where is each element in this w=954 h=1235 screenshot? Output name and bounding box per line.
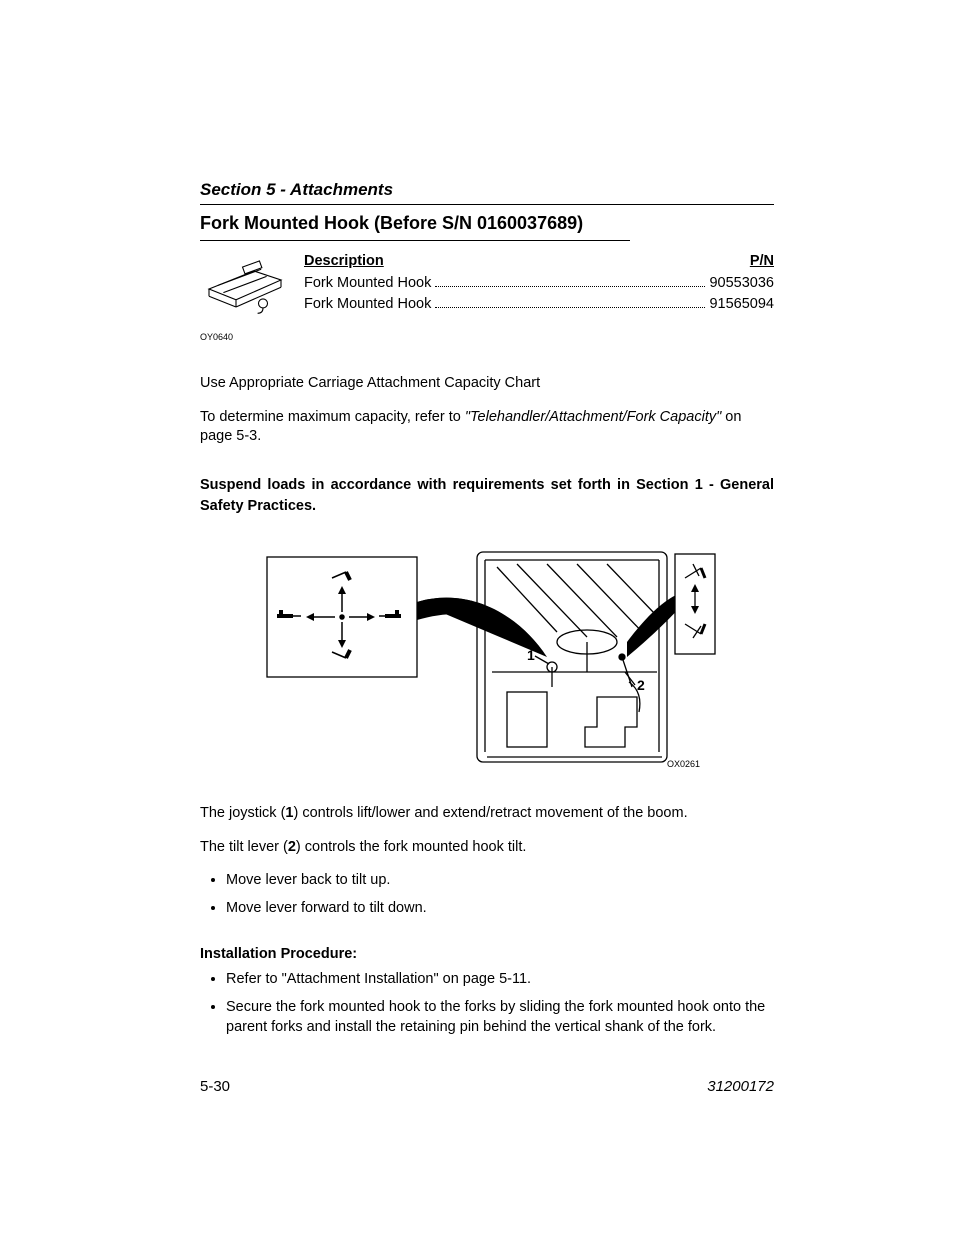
reference-italic: "Telehandler/Attachment/Fork Capacity" [465,409,721,425]
callout-number: 1 [285,805,293,821]
capacity-chart-note: Use Appropriate Carriage Attachment Capa… [200,374,774,394]
section-header: Section 5 - Attachments [200,180,774,205]
row-desc: Fork Mounted Hook [304,294,431,315]
table-row: Fork Mounted Hook 90553036 [304,273,774,294]
tilt-lever-para: The tilt lever (2) controls the fork mou… [200,838,774,858]
control-diagram: 1 2 [200,542,774,782]
reference-italic: "Attachment Installation" [282,971,439,987]
installation-heading: Installation Procedure: [200,946,774,962]
row-pn: 90553036 [709,273,774,294]
leader-dots [435,307,705,308]
text-suffix: ) controls lift/lower and extend/retract… [294,805,688,821]
svg-text:2: 2 [637,677,645,693]
col-description: Description [304,253,384,269]
list-item: Secure the fork mounted hook to the fork… [226,998,774,1037]
list-item: Refer to "Attachment Installation" on pa… [226,970,774,990]
diagram-code-text: OX0261 [667,759,700,769]
page-footer: 5-30 31200172 [200,1078,774,1095]
joystick-diagram-icon: 1 2 [257,542,717,782]
thumbnail: OY0640 [200,253,290,342]
text-prefix: Refer to [226,971,282,987]
table-row: Fork Mounted Hook 91565094 [304,294,774,315]
text-suffix: on page 5-11. [439,971,531,987]
text-suffix: ) controls the fork mounted hook tilt. [296,839,527,855]
safety-bold-para: Suspend loads in accordance with require… [200,475,774,519]
tilt-bullets: Move lever back to tilt up. Move lever f… [200,871,774,918]
footer-doc-number: 31200172 [707,1078,774,1095]
text-prefix: The joystick ( [200,805,285,821]
text-prefix: The tilt lever ( [200,839,288,855]
list-item: Move lever back to tilt up. [226,871,774,891]
table-header: Description P/N [304,253,774,269]
installation-bullets: Refer to "Attachment Installation" on pa… [200,970,774,1037]
leader-dots [435,286,705,287]
description-table: Description P/N Fork Mounted Hook 905530… [304,253,774,342]
joystick-para: The joystick (1) controls lift/lower and… [200,804,774,824]
page-title: Fork Mounted Hook (Before S/N 0160037689… [200,213,630,241]
svg-text:1: 1 [527,647,535,663]
row-pn: 91565094 [709,294,774,315]
list-item: Move lever forward to tilt down. [226,899,774,919]
determine-capacity-para: To determine maximum capacity, refer to … [200,408,774,447]
footer-page-number: 5-30 [200,1078,230,1095]
page: Section 5 - Attachments Fork Mounted Hoo… [0,0,954,1235]
description-block: OY0640 Description P/N Fork Mounted Hook… [200,253,774,342]
fork-hook-thumb-icon [200,253,290,325]
col-pn: P/N [750,253,774,269]
callout-number: 2 [288,839,296,855]
thumbnail-label: OY0640 [200,332,290,342]
text-prefix: To determine maximum capacity, refer to [200,409,465,425]
row-desc: Fork Mounted Hook [304,273,431,294]
